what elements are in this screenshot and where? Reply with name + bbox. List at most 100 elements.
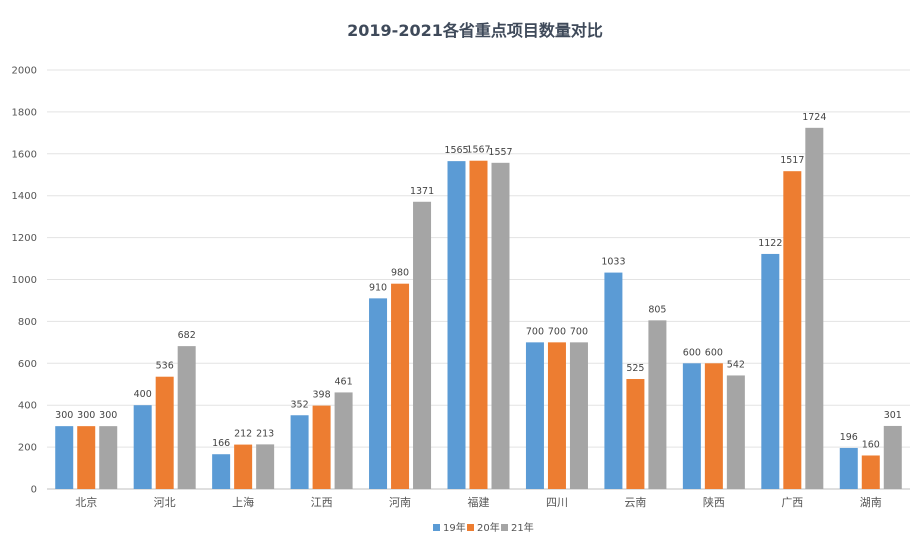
y-tick-label: 2000 — [12, 66, 37, 77]
data-label: 398 — [313, 390, 331, 401]
bar — [447, 161, 466, 489]
y-tick-label: 1600 — [12, 149, 37, 160]
data-label: 536 — [156, 361, 174, 372]
bar — [413, 201, 432, 489]
bars — [55, 127, 902, 490]
bar — [155, 376, 174, 489]
data-label: 213 — [256, 428, 274, 439]
x-axis: 北京 河北 上海 江西 河南 福建 四川 云南 陕西 广西 湖南 — [75, 495, 882, 509]
bar — [469, 160, 488, 489]
data-label: 682 — [178, 330, 196, 341]
data-label: 1122 — [758, 238, 782, 249]
bar — [726, 375, 745, 489]
legend-swatch — [501, 524, 508, 531]
data-label: 1557 — [488, 147, 512, 158]
legend-label: 19年 — [443, 521, 466, 534]
y-tick-label: 1000 — [12, 275, 37, 286]
y-tick-label: 800 — [18, 317, 37, 328]
bar — [55, 426, 74, 489]
bar — [626, 379, 645, 489]
data-label: 1033 — [601, 257, 625, 268]
bar — [133, 405, 152, 489]
bar — [177, 346, 196, 489]
y-tick-label: 1800 — [12, 107, 37, 118]
data-label: 700 — [548, 326, 566, 337]
bar — [525, 342, 544, 489]
data-label: 1517 — [780, 155, 804, 166]
x-category-label: 河南 — [389, 496, 411, 509]
data-label: 461 — [335, 376, 353, 387]
data-label: 166 — [212, 438, 230, 449]
bar — [547, 342, 566, 489]
data-label: 980 — [391, 268, 409, 279]
data-label: 212 — [234, 429, 252, 440]
bar — [234, 444, 253, 489]
bar — [77, 426, 96, 489]
data-label: 300 — [99, 410, 117, 421]
bar — [334, 392, 353, 489]
bar — [682, 363, 701, 489]
bar — [883, 425, 902, 489]
x-category-label: 江西 — [311, 496, 333, 509]
data-label: 700 — [570, 326, 588, 337]
bar — [491, 162, 510, 489]
bar — [569, 342, 588, 489]
bar — [704, 363, 723, 489]
data-label: 160 — [862, 439, 880, 450]
x-category-label: 湖南 — [860, 496, 882, 509]
y-axis: 0 200 400 600 800 1000 1200 1400 1600 1800 2000 — [12, 66, 37, 496]
bar — [604, 272, 623, 489]
bar — [369, 298, 388, 489]
y-tick-label: 600 — [18, 359, 37, 370]
bar — [99, 426, 118, 489]
bar — [290, 415, 309, 489]
x-category-label: 陕西 — [703, 495, 725, 509]
data-label: 400 — [134, 389, 152, 400]
data-label: 600 — [683, 347, 701, 358]
bar — [312, 405, 331, 489]
data-label: 1565 — [444, 145, 468, 156]
data-label: 1371 — [410, 186, 434, 197]
legend-swatch — [433, 524, 440, 531]
legend-label: 20年 — [477, 521, 500, 534]
data-label: 352 — [291, 399, 309, 410]
y-tick-label: 1200 — [12, 233, 37, 244]
x-category-label: 广西 — [781, 496, 803, 509]
x-category-label: 云南 — [624, 496, 646, 509]
bar — [648, 320, 667, 489]
x-category-label: 北京 — [75, 495, 97, 509]
data-label: 805 — [648, 304, 666, 315]
data-label: 700 — [526, 326, 544, 337]
data-label: 196 — [840, 432, 858, 443]
bar — [761, 253, 780, 489]
legend-label: 21年 — [511, 521, 534, 534]
y-tick-label: 1400 — [12, 191, 37, 202]
y-tick-label: 200 — [18, 443, 37, 454]
bar — [861, 455, 880, 489]
data-label: 301 — [884, 410, 902, 421]
x-category-label: 四川 — [546, 496, 568, 509]
bar — [783, 171, 802, 489]
chart-title: 2019-2021各省重点项目数量对比 — [347, 21, 603, 40]
data-label: 300 — [77, 410, 95, 421]
bar — [391, 283, 410, 489]
x-category-label: 河北 — [154, 496, 176, 509]
data-label: 300 — [55, 410, 73, 421]
bar — [839, 447, 858, 489]
legend-swatch — [467, 524, 474, 531]
x-category-label: 上海 — [232, 495, 254, 509]
data-label: 600 — [705, 347, 723, 358]
bar — [256, 444, 275, 489]
bar — [212, 454, 231, 489]
data-label: 1724 — [802, 112, 826, 123]
y-tick-label: 0 — [31, 485, 37, 496]
bar — [805, 127, 824, 490]
y-tick-label: 400 — [18, 401, 37, 412]
data-label: 910 — [369, 282, 387, 293]
data-label: 542 — [727, 359, 745, 370]
data-labels: 300 300 300 400 536 682 166 212 213 352 398 461 910 9… — [55, 112, 902, 451]
x-category-label: 福建 — [468, 495, 490, 509]
data-label: 525 — [626, 363, 644, 374]
